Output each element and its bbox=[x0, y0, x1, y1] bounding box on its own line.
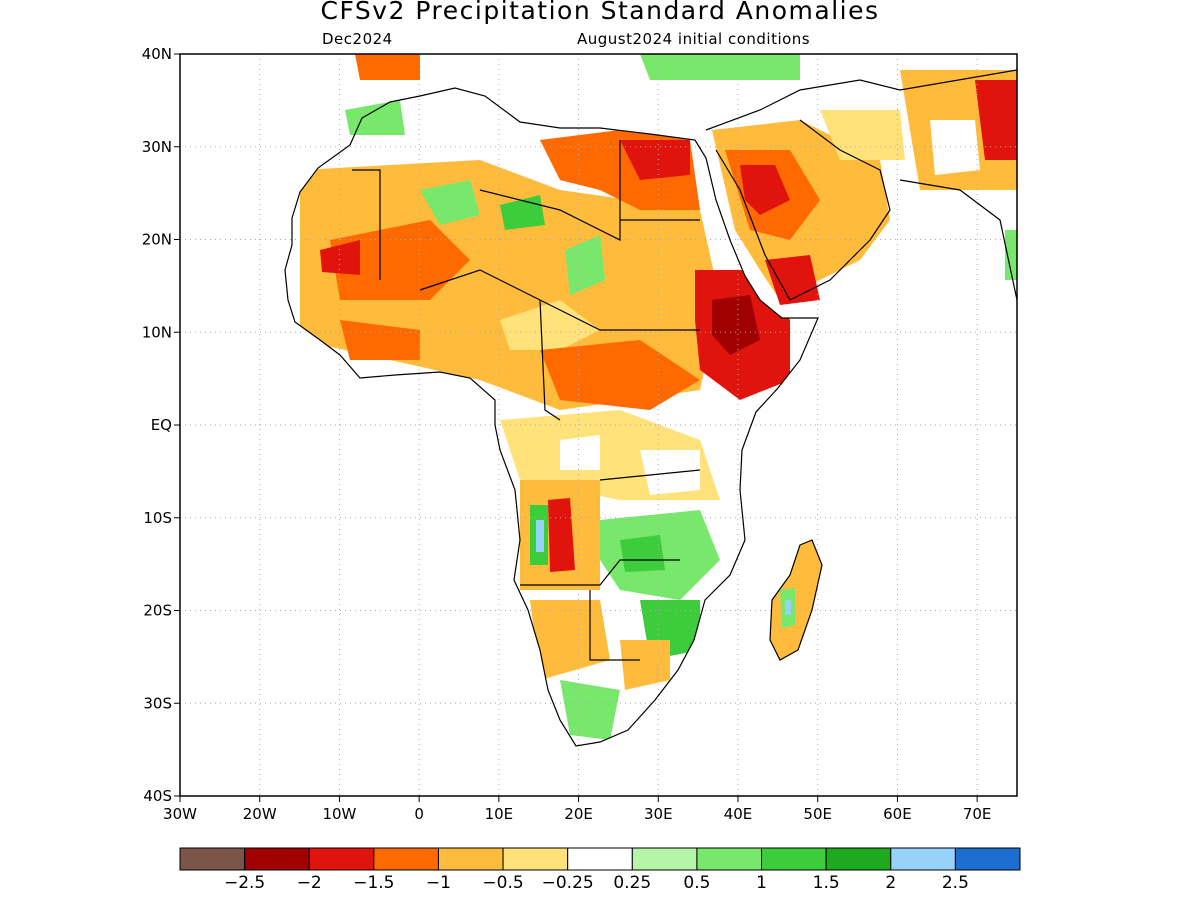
colorbar-label: 1.5 bbox=[813, 873, 840, 893]
colorbar-label: 1 bbox=[756, 873, 767, 893]
lon-tick-label: 0 bbox=[414, 805, 424, 823]
colorbar-label: 2.5 bbox=[942, 873, 969, 893]
colorbar-swatch bbox=[631, 847, 698, 871]
colorbar-swatch bbox=[308, 847, 375, 871]
dry-anomaly-angola bbox=[548, 498, 575, 572]
lon-tick-label: 20E bbox=[564, 805, 593, 823]
lon-tick-label: 30W bbox=[163, 805, 197, 823]
colorbar-swatch bbox=[567, 847, 633, 871]
colorbar-label: −2.5 bbox=[224, 873, 265, 893]
colorbar-label: 2 bbox=[885, 873, 896, 893]
lat-tick-label: 10S bbox=[143, 509, 172, 527]
lon-tick-label: 70E bbox=[963, 805, 992, 823]
colorbar-label: −0.25 bbox=[542, 873, 594, 893]
colorbar-label: −0.5 bbox=[482, 873, 523, 893]
colorbar: −2.5 −2 −1.5 −1 −0.5 −0.25 0.25 0.5 1 1.5 2 2.5 bbox=[179, 847, 1021, 893]
colorbar-swatch bbox=[179, 847, 246, 871]
lat-tick-label: 40N bbox=[142, 45, 172, 63]
colorbar-label: −1.5 bbox=[353, 873, 394, 893]
madagascar-anomaly bbox=[770, 540, 822, 660]
lon-tick-label: 30E bbox=[644, 805, 673, 823]
lat-tick-label: 40S bbox=[143, 787, 172, 805]
colorbar-swatch bbox=[437, 847, 504, 871]
colorbar-label: 0.5 bbox=[683, 873, 710, 893]
lat-tick-label: 10N bbox=[142, 323, 172, 341]
colorbar-swatch bbox=[890, 847, 956, 871]
lon-tick-label: 40E bbox=[724, 805, 753, 823]
lat-tick-label: 30S bbox=[143, 694, 172, 712]
longitude-axis: 30W 20W 10W 0 10E 20E 30E 40E 50E 60E 70E bbox=[163, 796, 991, 823]
lat-tick-label: 30N bbox=[142, 138, 172, 156]
anomaly-arabia bbox=[345, 54, 1017, 305]
colorbar-label: 0.25 bbox=[613, 873, 651, 893]
lat-tick-label: 20N bbox=[142, 231, 172, 249]
lat-tick-label: EQ bbox=[151, 416, 172, 434]
lon-tick-label: 50E bbox=[803, 805, 832, 823]
lon-tick-label: 10W bbox=[322, 805, 356, 823]
map-grid bbox=[180, 54, 1017, 796]
colorbar-swatch bbox=[825, 847, 892, 871]
lon-tick-label: 20W bbox=[243, 805, 277, 823]
colorbar-label: −2 bbox=[297, 873, 322, 893]
initial-conditions: August2024 initial conditions bbox=[577, 30, 811, 48]
coastlines bbox=[284, 69, 1017, 747]
forecast-month: Dec2024 bbox=[322, 30, 393, 48]
colorbar-swatch bbox=[696, 847, 763, 871]
colorbar-swatch bbox=[954, 847, 1021, 871]
latitude-axis: 40N 30N 20N 10N EQ 10S 20S 30S 40S bbox=[142, 45, 180, 805]
lat-tick-label: 20S bbox=[143, 602, 172, 620]
lon-tick-label: 10E bbox=[485, 805, 514, 823]
dry-anomaly-central bbox=[540, 340, 700, 410]
colorbar-swatch bbox=[502, 847, 569, 871]
colorbar-label: −1 bbox=[426, 873, 451, 893]
colorbar-swatch bbox=[373, 847, 439, 871]
colorbar-swatch bbox=[761, 847, 827, 871]
colorbar-swatch bbox=[244, 847, 310, 871]
lon-tick-label: 60E bbox=[883, 805, 912, 823]
chart-title: CFSv2 Precipitation Standard Anomalies bbox=[320, 0, 880, 25]
